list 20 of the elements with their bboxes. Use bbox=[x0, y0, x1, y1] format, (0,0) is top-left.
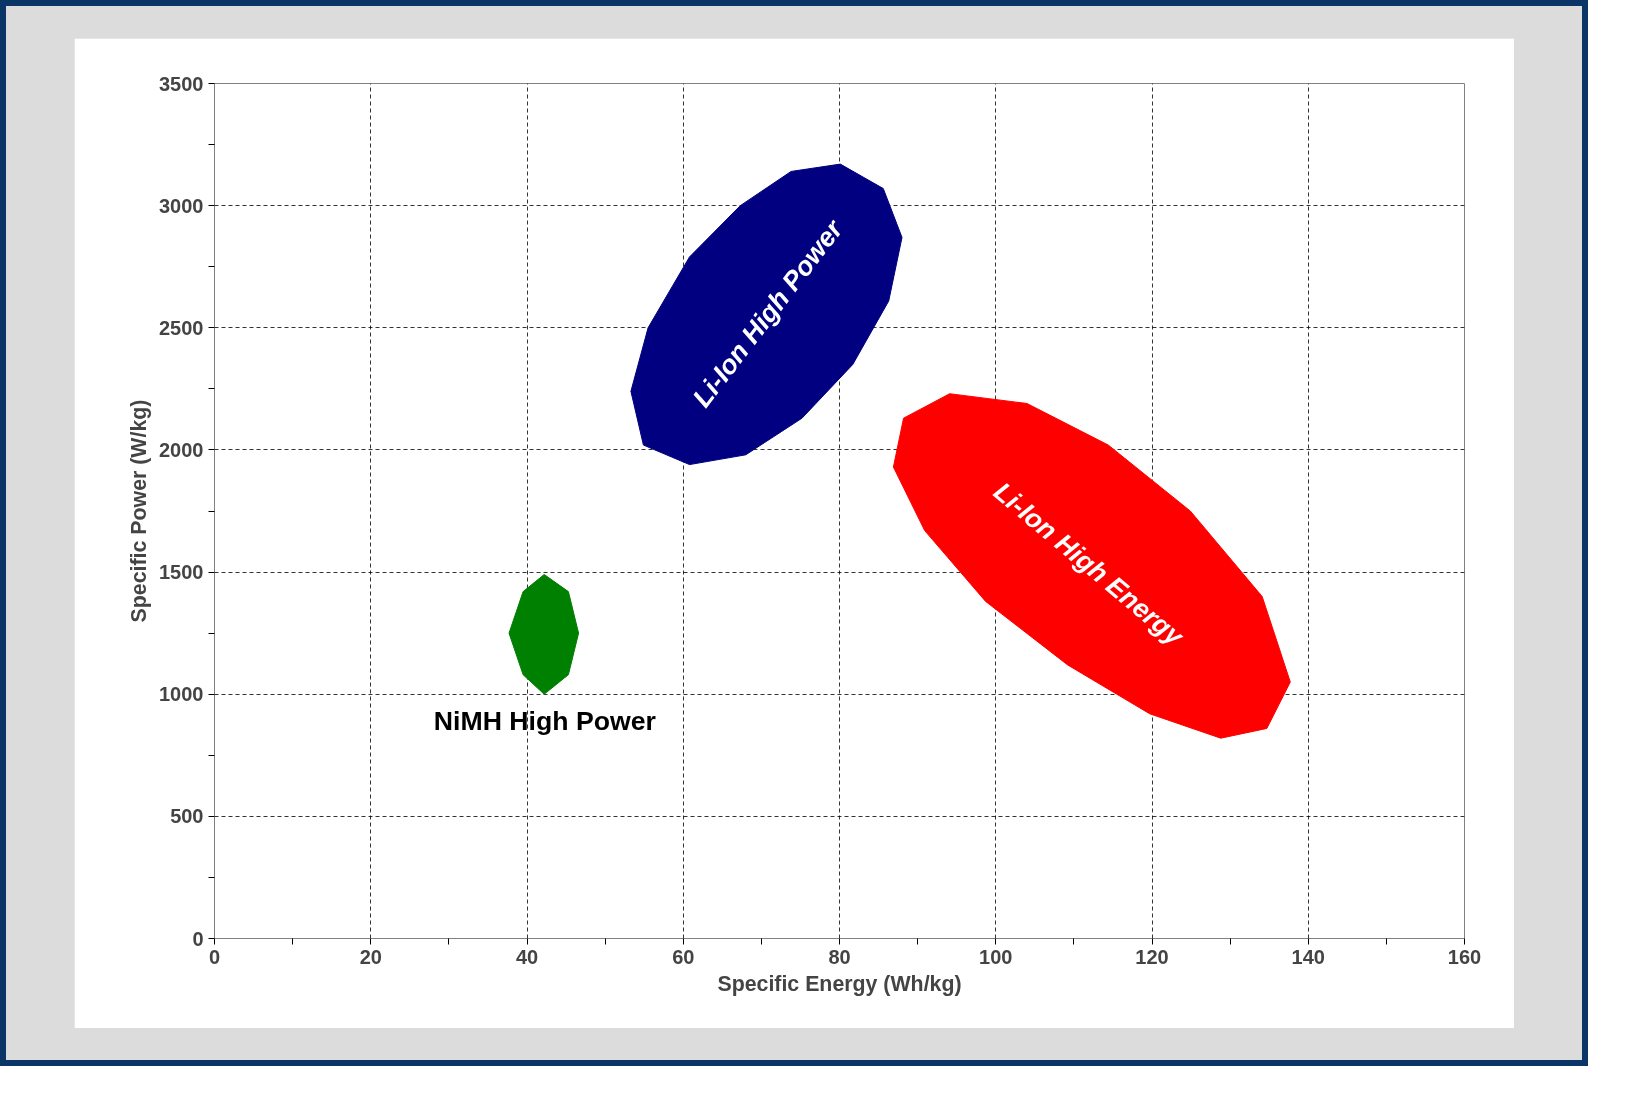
y-tick-label: 3500 bbox=[159, 72, 204, 95]
y-tick-label: 0 bbox=[192, 927, 204, 950]
y-tick-label: 2000 bbox=[159, 438, 204, 461]
x-tick-label: 80 bbox=[828, 945, 851, 968]
x-tick-label: 20 bbox=[359, 945, 382, 968]
x-tick-label: 60 bbox=[672, 945, 695, 968]
y-tick-label: 1500 bbox=[159, 561, 204, 584]
y-tick-label: 1000 bbox=[159, 683, 204, 706]
y-tick-label: 2500 bbox=[159, 316, 204, 339]
y-tick-label: 3000 bbox=[159, 194, 204, 217]
x-tick-label: 40 bbox=[515, 945, 539, 968]
series-label: NiMH High Power bbox=[433, 706, 656, 737]
x-tick-label: 160 bbox=[1447, 945, 1482, 968]
x-axis-title: Specific Energy (Wh/kg) bbox=[717, 971, 962, 996]
x-tick-label: 0 bbox=[208, 945, 221, 968]
x-tick-label: 140 bbox=[1291, 945, 1325, 968]
x-tick-label: 120 bbox=[1135, 945, 1169, 968]
y-axis-title: Specific Power (W/kg) bbox=[127, 399, 152, 623]
x-tick-label: 100 bbox=[979, 945, 1013, 968]
y-tick-label: 500 bbox=[170, 805, 204, 828]
